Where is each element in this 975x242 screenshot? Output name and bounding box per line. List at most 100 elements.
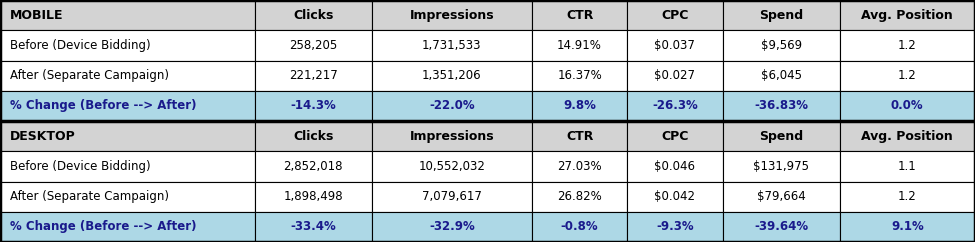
Text: $0.037: $0.037 [654,39,695,52]
Text: -14.3%: -14.3% [291,99,336,112]
Text: CTR: CTR [566,130,593,143]
FancyBboxPatch shape [532,60,627,91]
Text: 1.2: 1.2 [898,190,916,203]
FancyBboxPatch shape [839,151,975,182]
Text: $131,975: $131,975 [753,160,809,173]
FancyBboxPatch shape [532,0,627,30]
Text: 1,351,206: 1,351,206 [422,69,482,82]
Text: 1.1: 1.1 [898,160,916,173]
FancyBboxPatch shape [254,182,371,212]
FancyBboxPatch shape [532,151,627,182]
Text: 26.82%: 26.82% [557,190,602,203]
Text: Impressions: Impressions [410,9,494,22]
Text: -9.3%: -9.3% [656,220,694,233]
Text: 16.37%: 16.37% [557,69,602,82]
Text: 14.91%: 14.91% [557,39,602,52]
Text: $6,045: $6,045 [760,69,801,82]
FancyBboxPatch shape [532,30,627,60]
FancyBboxPatch shape [532,121,627,151]
Text: -0.8%: -0.8% [561,220,599,233]
Text: CPC: CPC [661,9,688,22]
FancyBboxPatch shape [371,151,532,182]
Text: % Change (Before --> After): % Change (Before --> After) [10,220,196,233]
FancyBboxPatch shape [0,60,254,91]
FancyBboxPatch shape [722,91,839,121]
FancyBboxPatch shape [627,0,722,30]
FancyBboxPatch shape [839,60,975,91]
FancyBboxPatch shape [254,212,371,242]
Text: 27.03%: 27.03% [558,160,602,173]
Text: $0.042: $0.042 [654,190,695,203]
Text: Avg. Position: Avg. Position [862,130,954,143]
Text: 2,852,018: 2,852,018 [284,160,343,173]
FancyBboxPatch shape [839,182,975,212]
FancyBboxPatch shape [371,30,532,60]
FancyBboxPatch shape [0,0,254,30]
FancyBboxPatch shape [627,151,722,182]
FancyBboxPatch shape [722,182,839,212]
FancyBboxPatch shape [0,151,254,182]
FancyBboxPatch shape [627,91,722,121]
FancyBboxPatch shape [0,121,254,151]
FancyBboxPatch shape [627,182,722,212]
Text: DESKTOP: DESKTOP [10,130,75,143]
Text: 258,205: 258,205 [289,39,337,52]
Text: 1,898,498: 1,898,498 [284,190,343,203]
FancyBboxPatch shape [627,121,722,151]
Text: Before (Device Bidding): Before (Device Bidding) [10,160,150,173]
FancyBboxPatch shape [839,121,975,151]
FancyBboxPatch shape [722,151,839,182]
Text: % Change (Before --> After): % Change (Before --> After) [10,99,196,112]
FancyBboxPatch shape [839,212,975,242]
Text: 1.2: 1.2 [898,39,916,52]
Text: CPC: CPC [661,130,688,143]
Text: 221,217: 221,217 [289,69,337,82]
FancyBboxPatch shape [722,121,839,151]
FancyBboxPatch shape [839,30,975,60]
Text: Spend: Spend [759,130,803,143]
Text: $0.046: $0.046 [654,160,695,173]
Text: MOBILE: MOBILE [10,9,63,22]
FancyBboxPatch shape [627,60,722,91]
FancyBboxPatch shape [839,91,975,121]
Text: 9.1%: 9.1% [891,220,923,233]
FancyBboxPatch shape [371,212,532,242]
FancyBboxPatch shape [254,30,371,60]
FancyBboxPatch shape [532,182,627,212]
Text: After (Separate Campaign): After (Separate Campaign) [10,190,169,203]
FancyBboxPatch shape [532,212,627,242]
Text: 7,079,617: 7,079,617 [422,190,482,203]
FancyBboxPatch shape [722,212,839,242]
Text: 1.2: 1.2 [898,69,916,82]
FancyBboxPatch shape [839,0,975,30]
Text: -26.3%: -26.3% [652,99,698,112]
FancyBboxPatch shape [371,60,532,91]
FancyBboxPatch shape [254,151,371,182]
FancyBboxPatch shape [371,121,532,151]
Text: 9.8%: 9.8% [564,99,596,112]
Text: $0.027: $0.027 [654,69,695,82]
FancyBboxPatch shape [0,30,254,60]
Text: $79,664: $79,664 [757,190,805,203]
Text: Avg. Position: Avg. Position [862,9,954,22]
Text: Impressions: Impressions [410,130,494,143]
Text: -22.0%: -22.0% [429,99,475,112]
FancyBboxPatch shape [254,60,371,91]
FancyBboxPatch shape [532,91,627,121]
FancyBboxPatch shape [0,91,254,121]
FancyBboxPatch shape [254,121,371,151]
Text: -36.83%: -36.83% [754,99,808,112]
Text: 0.0%: 0.0% [891,99,923,112]
Text: 10,552,032: 10,552,032 [418,160,486,173]
FancyBboxPatch shape [627,212,722,242]
Text: Clicks: Clicks [292,9,333,22]
FancyBboxPatch shape [254,0,371,30]
Text: Before (Device Bidding): Before (Device Bidding) [10,39,150,52]
Text: -33.4%: -33.4% [291,220,336,233]
FancyBboxPatch shape [254,91,371,121]
FancyBboxPatch shape [722,0,839,30]
FancyBboxPatch shape [371,0,532,30]
Text: After (Separate Campaign): After (Separate Campaign) [10,69,169,82]
Text: 1,731,533: 1,731,533 [422,39,482,52]
Text: -39.64%: -39.64% [754,220,808,233]
